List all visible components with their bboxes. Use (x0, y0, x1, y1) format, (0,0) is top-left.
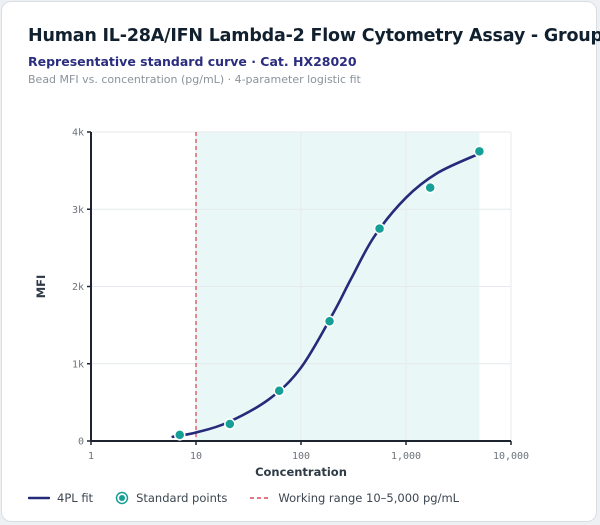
legend: 4PL fit Standard points Working range 10… (28, 490, 481, 506)
standard-point (273, 385, 285, 397)
y-axis-label: MFI (34, 275, 48, 299)
y-tick-label: 2k (72, 282, 84, 293)
legend-fit-label: 4PL fit (57, 491, 94, 505)
x-tick-label: 1,000 (391, 451, 421, 462)
standard-points (173, 145, 486, 441)
x-axis-label: Concentration (255, 465, 347, 479)
line-swatch-icon (28, 496, 50, 500)
x-tick-label: 10 (190, 451, 202, 462)
legend-item-points[interactable]: Standard points (115, 491, 227, 505)
standard-point (323, 315, 336, 328)
standard-point (173, 429, 186, 441)
y-tick-label: 0 (78, 437, 84, 448)
standard-point (373, 222, 386, 235)
legend-points-label: Standard points (136, 491, 228, 505)
fit-curve-line (171, 152, 481, 439)
axes (87, 131, 512, 445)
standard-point (224, 418, 236, 430)
chart-subtitle: Representative standard curve · Cat. HX2… (28, 54, 357, 69)
legend-item-fit[interactable]: 4PL fit (28, 491, 93, 505)
tick-labels: 0 1k 2k 3k 4k 1 10 100 1,000 10,000 (72, 128, 529, 463)
x-tick-label: 1 (88, 451, 94, 462)
chart-caption: Bead MFI vs. concentration (pg/mL) · 4-p… (28, 73, 361, 86)
standard-point (473, 145, 486, 158)
y-tick-label: 1k (72, 359, 84, 370)
chart-title: Human IL-28A/IFN Lambda-2 Flow Cytometry… (28, 26, 600, 46)
point-swatch-icon (115, 491, 129, 505)
legend-range-label: Working range 10–5,000 pg/mL (278, 491, 460, 505)
x-tick-label: 10,000 (493, 451, 529, 462)
legend-item-range[interactable]: Working range 10–5,000 pg/mL (249, 491, 459, 505)
x-tick-label: 100 (292, 451, 310, 462)
dashed-line-swatch-icon (250, 497, 271, 499)
standard-point (424, 181, 436, 194)
y-tick-label: 4k (72, 128, 84, 139)
y-tick-label: 3k (72, 205, 84, 216)
